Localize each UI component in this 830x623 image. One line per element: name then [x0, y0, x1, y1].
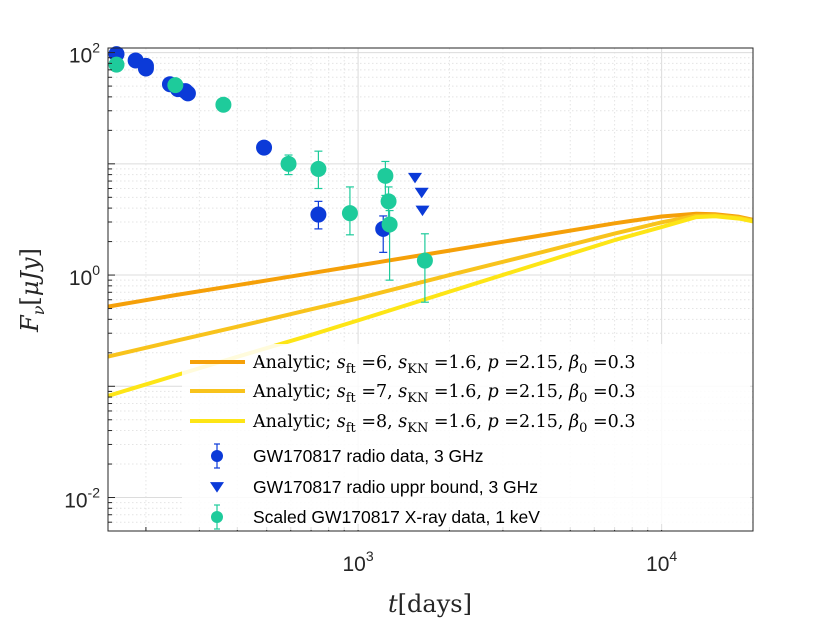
legend-label: Analytic; sft =6, sKN =1.6, p =2.15, β0 …	[252, 353, 636, 377]
legend-box	[182, 344, 750, 530]
legend-label: GW170817 radio data, 3 GHz	[253, 446, 484, 466]
svg-text:Fν[μJy]: Fν[μJy]	[16, 248, 48, 333]
radio-data-point	[137, 60, 154, 77]
svg-text:t[days]: t[days]	[388, 590, 472, 618]
radio-upper-bound-marker	[414, 187, 429, 199]
plot-frame	[107, 47, 754, 532]
xray-data-point	[167, 77, 184, 94]
legend: Analytic; sft =6, sKN =1.6, p =2.15, β0 …	[182, 344, 750, 530]
radio-data-point	[310, 206, 327, 223]
xray-data-point	[416, 252, 433, 269]
axis-ticks: 103 104 102 100 10-2	[64, 40, 754, 576]
xray-data-point	[380, 193, 397, 210]
xray-data-point	[310, 160, 327, 177]
legend-label: Scaled GW170817 X-ray data, 1 keV	[253, 507, 540, 527]
legend-triangle-marker	[210, 482, 224, 493]
xray-data-point	[381, 216, 398, 233]
x-tick-label: 104	[646, 548, 677, 576]
legend-entry: GW170817 radio uppr bound, 3 GHz	[210, 477, 538, 497]
radio-upper-bound-marker	[408, 172, 423, 184]
xray-data-point	[377, 167, 394, 184]
legend-circle-marker	[211, 450, 223, 462]
legend-entry: GW170817 radio data, 3 GHz	[211, 443, 484, 469]
y-tick-label: 102	[69, 40, 100, 68]
data-points	[108, 46, 433, 303]
xray-data-point	[280, 155, 297, 172]
x-tick-label: 103	[343, 548, 374, 576]
xray-data-point	[215, 96, 232, 113]
y-axis-label: Fν[μJy]	[16, 248, 48, 333]
x-axis-label: t[days]	[388, 590, 472, 618]
y-tick-label: 100	[69, 262, 100, 290]
radio-data-point	[179, 85, 196, 102]
series-triangle-down-radio	[408, 172, 430, 217]
xray-data-point	[108, 56, 125, 73]
radio-data-point	[256, 139, 273, 156]
xray-data-point	[341, 205, 358, 222]
legend-entry: Scaled GW170817 X-ray data, 1 keV	[211, 504, 540, 530]
legend-label: Analytic; sft =8, sKN =1.6, p =2.15, β0 …	[252, 412, 636, 436]
legend-label: GW170817 radio uppr bound, 3 GHz	[253, 477, 538, 497]
series-circle-xray	[108, 56, 433, 303]
legend-label: Analytic; sft =7, sKN =1.6, p =2.15, β0 …	[252, 382, 636, 406]
legend-entry: Analytic; sft =7, sKN =1.6, p =2.15, β0 …	[190, 382, 636, 406]
radio-upper-bound-marker	[415, 205, 430, 217]
y-tick-label: 10-2	[64, 485, 100, 513]
legend-entry: Analytic; sft =8, sKN =1.6, p =2.15, β0 …	[190, 412, 636, 436]
legend-entry: Analytic; sft =6, sKN =1.6, p =2.15, β0 …	[190, 353, 636, 377]
legend-circle-marker	[211, 511, 223, 523]
